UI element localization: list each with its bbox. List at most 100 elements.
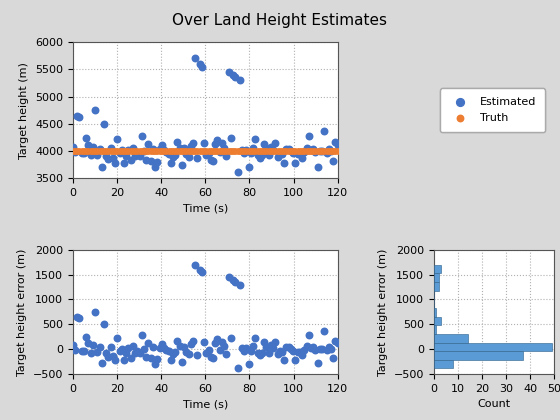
- Estimated: [255, 154, 264, 161]
- Estimated: [182, 151, 191, 158]
- Estimated: [106, 145, 115, 152]
- Point: [186, 341, 195, 348]
- Estimated: [208, 158, 217, 164]
- Truth: [329, 148, 338, 155]
- Point: [287, 346, 296, 352]
- Estimated: [111, 159, 120, 166]
- Truth: [264, 148, 273, 155]
- Truth: [91, 148, 100, 155]
- Point: [146, 355, 155, 362]
- Truth: [204, 148, 213, 155]
- Estimated: [224, 68, 233, 75]
- Truth: [68, 148, 77, 155]
- Point: [182, 349, 191, 355]
- Estimated: [302, 144, 311, 151]
- Point: [228, 276, 237, 283]
- Point: [244, 360, 253, 367]
- Truth: [206, 148, 215, 155]
- Point: [233, 365, 242, 372]
- Point: [297, 352, 306, 358]
- Point: [280, 357, 289, 363]
- Estimated: [251, 136, 260, 142]
- Truth: [104, 148, 113, 155]
- Point: [311, 346, 320, 353]
- Truth: [80, 148, 88, 155]
- Estimated: [171, 152, 180, 158]
- Bar: [434, 265, 441, 273]
- Estimated: [153, 159, 162, 165]
- Estimated: [164, 150, 173, 157]
- Truth: [100, 148, 109, 155]
- Estimated: [300, 149, 309, 156]
- Truth: [282, 148, 291, 155]
- Truth: [178, 148, 186, 155]
- Bar: [434, 351, 523, 360]
- Point: [202, 349, 211, 356]
- Point: [333, 340, 342, 347]
- Estimated: [191, 55, 200, 62]
- Truth: [226, 148, 235, 155]
- Estimated: [231, 74, 240, 81]
- Truth: [309, 148, 318, 155]
- Point: [71, 346, 80, 353]
- Point: [264, 349, 273, 356]
- Bar: [434, 317, 441, 325]
- Estimated: [313, 163, 322, 170]
- Estimated: [318, 147, 326, 154]
- Estimated: [186, 143, 195, 150]
- Point: [326, 346, 335, 353]
- Estimated: [306, 146, 315, 153]
- Truth: [213, 148, 222, 155]
- Point: [153, 356, 162, 362]
- Truth: [242, 148, 251, 155]
- Point: [126, 354, 135, 361]
- Estimated: [119, 159, 128, 166]
- Point: [106, 343, 115, 350]
- Point: [198, 269, 207, 276]
- Estimated: [315, 148, 324, 155]
- Estimated: [295, 150, 304, 157]
- Estimated: [262, 145, 271, 152]
- Point: [258, 349, 267, 356]
- Estimated: [88, 143, 97, 150]
- Estimated: [189, 139, 198, 146]
- Point: [242, 345, 251, 352]
- Truth: [113, 148, 122, 155]
- Truth: [193, 148, 202, 155]
- Truth: [215, 148, 224, 155]
- Truth: [258, 148, 267, 155]
- Point: [324, 344, 333, 350]
- Truth: [320, 148, 329, 155]
- Point: [253, 349, 262, 356]
- Estimated: [322, 149, 331, 156]
- Truth: [322, 148, 331, 155]
- Point: [82, 334, 91, 341]
- Point: [260, 339, 269, 346]
- Truth: [195, 148, 204, 155]
- Truth: [155, 148, 164, 155]
- Estimated: [217, 139, 226, 146]
- Bar: [434, 360, 453, 368]
- Point: [246, 347, 255, 354]
- Truth: [182, 148, 191, 155]
- Point: [295, 348, 304, 355]
- Estimated: [246, 150, 255, 156]
- Estimated: [267, 144, 276, 150]
- Truth: [326, 148, 335, 155]
- Truth: [128, 148, 137, 155]
- Point: [251, 335, 260, 341]
- Point: [231, 279, 240, 286]
- Point: [113, 335, 122, 341]
- Point: [178, 359, 186, 365]
- Truth: [260, 148, 269, 155]
- Point: [208, 354, 217, 361]
- Point: [262, 343, 271, 350]
- Estimated: [284, 146, 293, 152]
- Estimated: [97, 163, 106, 170]
- Estimated: [155, 146, 164, 153]
- Truth: [318, 148, 326, 155]
- Point: [180, 343, 189, 350]
- Point: [142, 354, 151, 360]
- Estimated: [297, 154, 306, 161]
- Estimated: [195, 60, 204, 67]
